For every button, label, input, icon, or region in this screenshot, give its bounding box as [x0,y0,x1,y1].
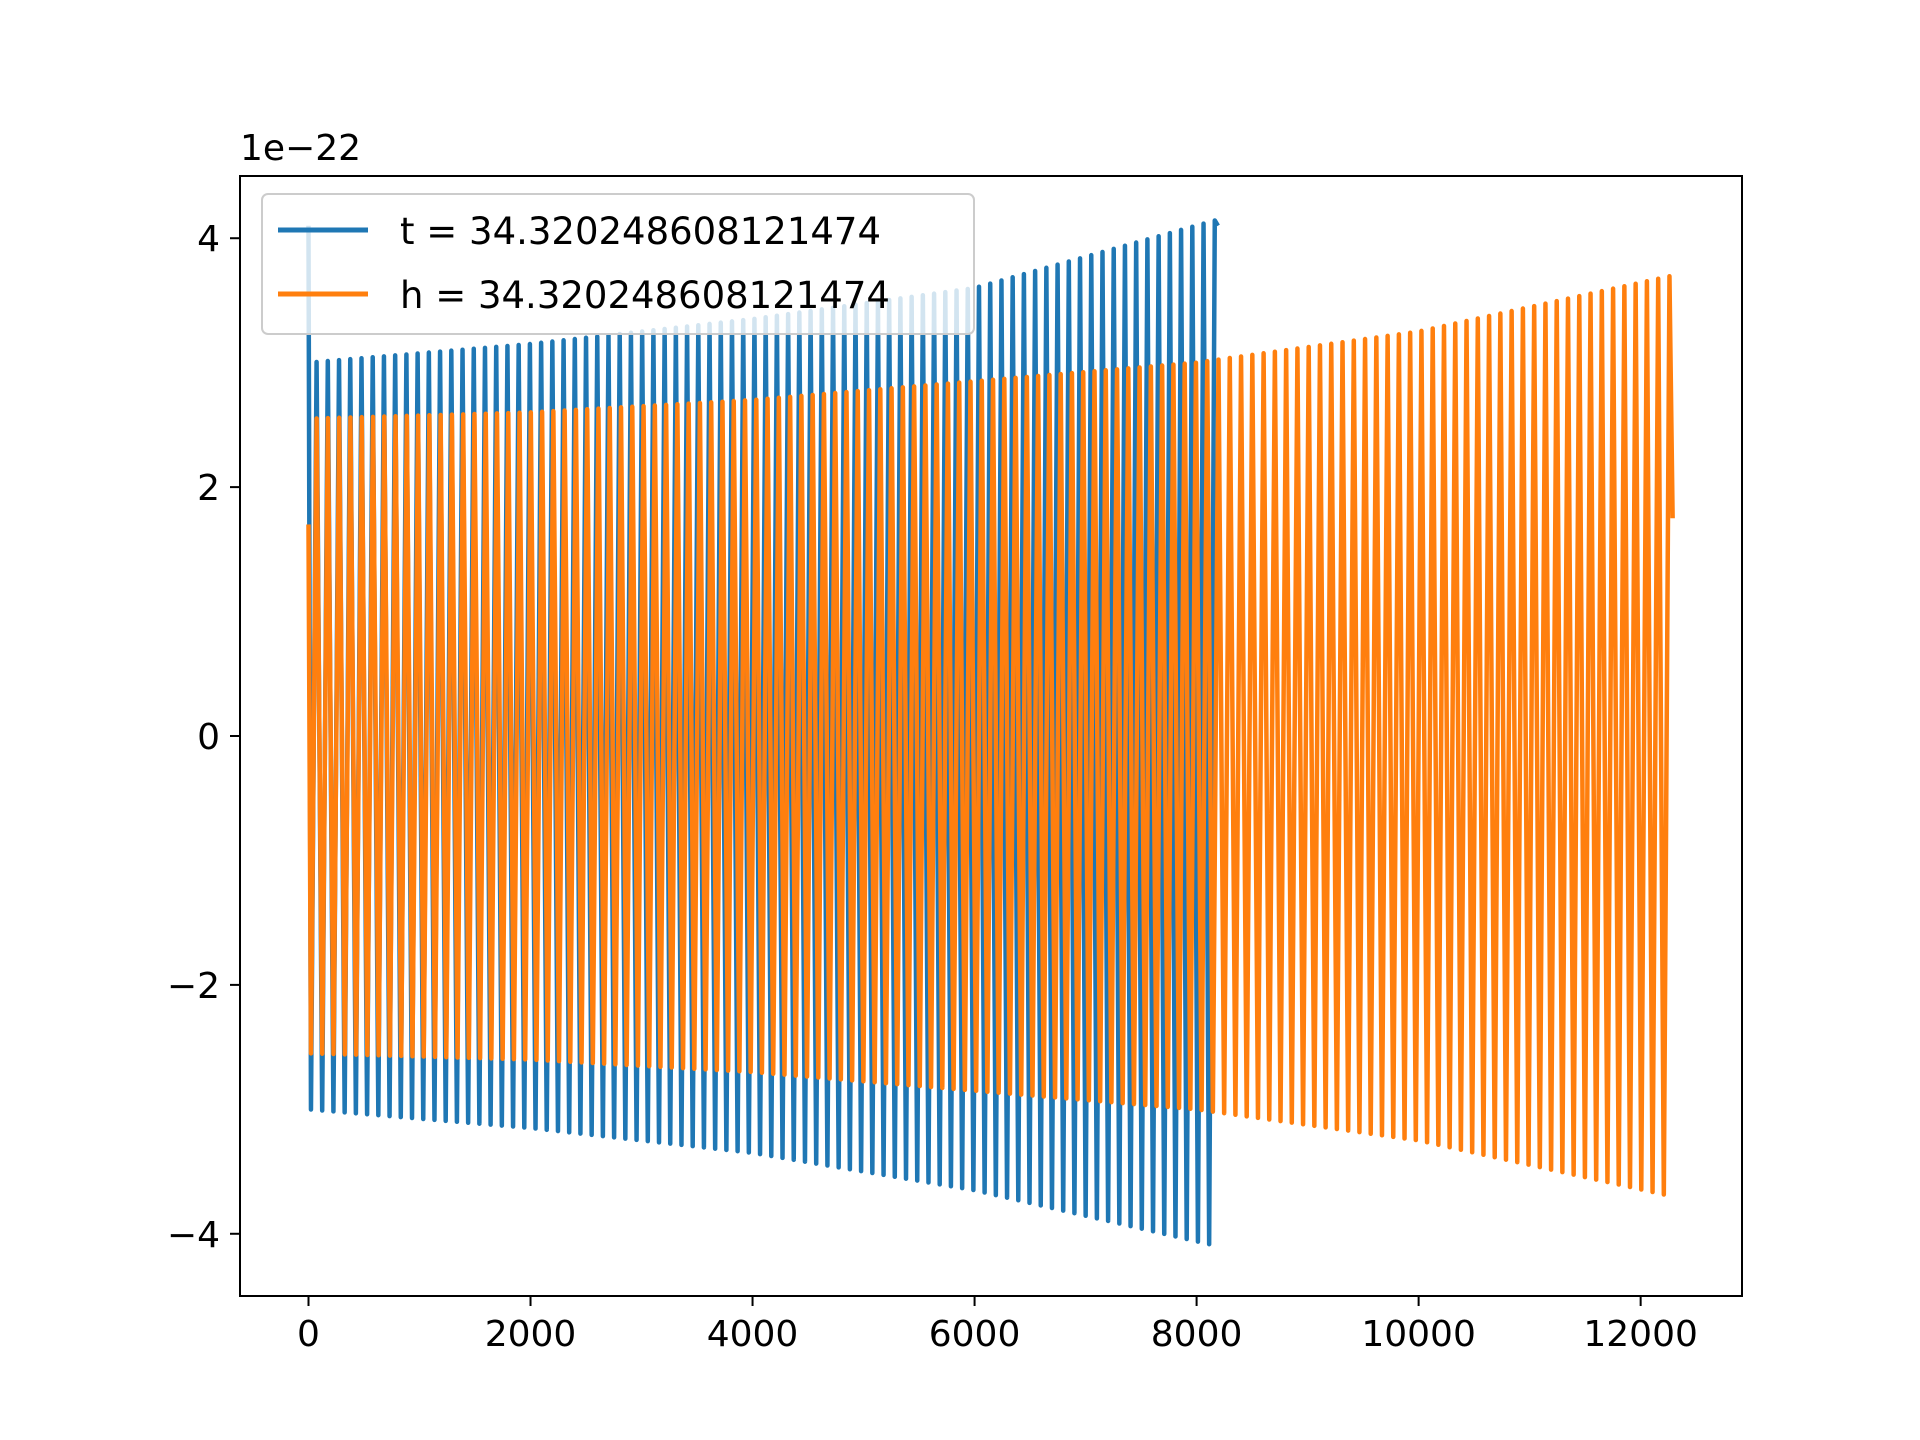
x-tick-label: 2000 [485,1314,577,1355]
legend: t = 34.320248608121474 h = 34.3202486081… [261,193,975,335]
x-axis: 0 2000 4000 6000 8000 10000 12000 [297,1296,1698,1355]
plot-area [306,218,1675,1247]
x-tick-label: 8000 [1151,1314,1243,1355]
legend-label-h: h = 34.320248608121474 [400,274,890,317]
y-tick-label: −4 [167,1215,220,1256]
y-tick-label: 0 [197,717,220,758]
y-axis: −4 −2 0 2 4 [167,219,240,1256]
series-line-h [306,274,1675,1197]
x-tick-label: 4000 [707,1314,799,1355]
y-tick-label: 2 [197,468,220,509]
x-tick-label: 0 [297,1314,320,1355]
legend-label-t: t = 34.320248608121474 [400,210,881,253]
legend-box [261,193,975,335]
y-offset-text: 1e−22 [240,128,361,169]
x-tick-label: 6000 [929,1314,1021,1355]
y-tick-label: −2 [167,966,220,1007]
x-tick-label: 10000 [1361,1314,1476,1355]
y-tick-label: 4 [197,219,220,260]
x-tick-label: 12000 [1583,1314,1698,1355]
